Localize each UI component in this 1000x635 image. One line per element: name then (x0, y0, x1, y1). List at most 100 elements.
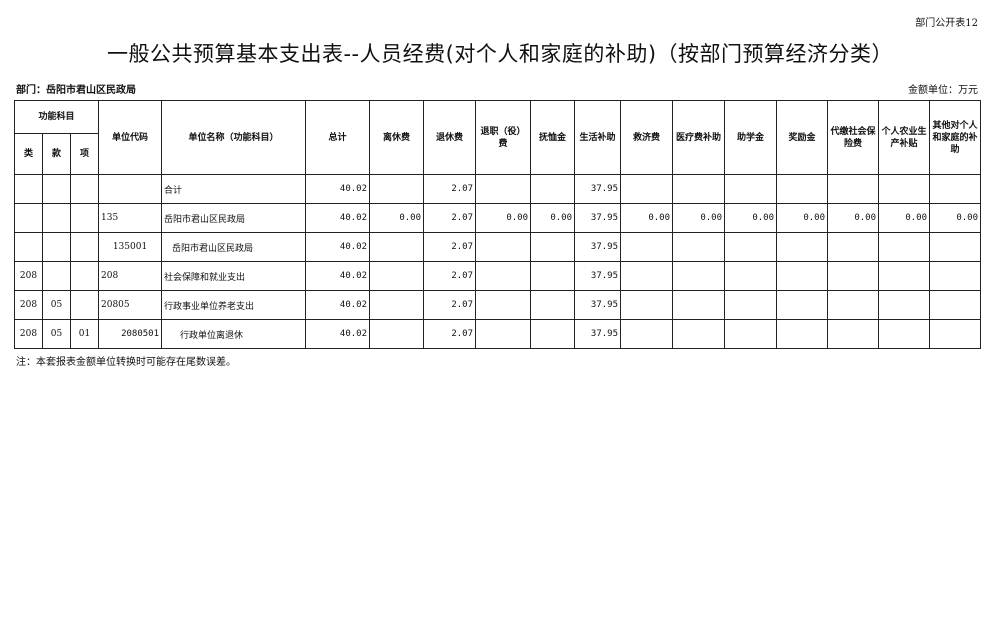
cell-value (620, 319, 673, 349)
header-lei: 类 (14, 133, 43, 175)
cell-value (369, 261, 424, 291)
cell-value: 0.00 (929, 203, 981, 233)
cell-xiang (70, 232, 99, 262)
cell-name: 合计 (161, 174, 306, 204)
cell-value (620, 290, 673, 320)
header-name: 单位名称（功能科目） (161, 100, 306, 175)
cell-value: 40.02 (305, 174, 370, 204)
cell-kuan (42, 174, 71, 204)
cell-value (369, 174, 424, 204)
cell-value (724, 319, 777, 349)
cell-value: 0.00 (475, 203, 531, 233)
cell-value: 0.00 (724, 203, 777, 233)
cell-value (827, 232, 879, 262)
cell-value (878, 174, 930, 204)
unit-label: 金额单位：万元 (908, 85, 978, 96)
header-col: 退职（役）费 (475, 100, 531, 175)
header-function-group: 功能科目 (14, 100, 99, 134)
table-row: 208 05 20805 行政事业单位养老支出 40.02 2.07 37.95 (14, 290, 981, 320)
cell-kuan (42, 203, 71, 233)
cell-value (530, 319, 575, 349)
cell-value (929, 261, 981, 291)
cell-value (369, 290, 424, 320)
table-row: 135001 岳阳市君山区民政局 40.02 2.07 37.95 (14, 232, 981, 262)
table-row: 208 208 社会保障和就业支出 40.02 2.07 37.95 (14, 261, 981, 291)
cell-value (475, 232, 531, 262)
cell-value (929, 290, 981, 320)
cell-value: 40.02 (305, 203, 370, 233)
cell-value (929, 232, 981, 262)
cell-value (724, 232, 777, 262)
cell-value: 0.00 (530, 203, 575, 233)
cell-kuan (42, 232, 71, 262)
cell-lei (14, 203, 43, 233)
cell-value: 40.02 (305, 261, 370, 291)
cell-xiang (70, 203, 99, 233)
header-col: 奖励金 (776, 100, 828, 175)
cell-value (369, 319, 424, 349)
cell-xiang: 01 (70, 319, 99, 349)
header-col: 个人农业生产补贴 (878, 100, 930, 175)
cell-code: 2080501 (98, 319, 162, 349)
department-label: 部门：岳阳市君山区民政局 (16, 85, 136, 96)
cell-value (776, 261, 828, 291)
cell-value (724, 290, 777, 320)
cell-value (672, 232, 725, 262)
cell-value (827, 319, 879, 349)
cell-value (827, 174, 879, 204)
header-xiang: 项 (70, 133, 99, 175)
cell-value (475, 290, 531, 320)
cell-value (776, 290, 828, 320)
cell-xiang (70, 290, 99, 320)
form-tag: 部门公开表12 (915, 18, 978, 29)
cell-value (878, 232, 930, 262)
cell-value (475, 319, 531, 349)
cell-code: 20805 (98, 290, 162, 320)
header-col: 生活补助 (574, 100, 621, 175)
cell-kuan: 05 (42, 290, 71, 320)
cell-value (672, 174, 725, 204)
cell-value (475, 174, 531, 204)
cell-value: 0.00 (620, 203, 673, 233)
cell-value: 37.95 (574, 203, 621, 233)
header-col: 离休费 (369, 100, 424, 175)
cell-value (475, 261, 531, 291)
cell-code: 135 (98, 203, 162, 233)
header-col: 救济费 (620, 100, 673, 175)
cell-value (878, 261, 930, 291)
header-col: 抚恤金 (530, 100, 575, 175)
header-col: 其他对个人和家庭的补助 (929, 100, 981, 175)
cell-value (776, 174, 828, 204)
cell-code: 135001 (98, 232, 162, 262)
cell-value (369, 232, 424, 262)
cell-value (530, 174, 575, 204)
table-row: 208 05 01 2080501 行政单位离退休 40.02 2.07 37.95 (14, 319, 981, 349)
cell-value: 37.95 (574, 232, 621, 262)
cell-value: 0.00 (776, 203, 828, 233)
cell-lei: 208 (14, 261, 43, 291)
header-kuan: 款 (42, 133, 71, 175)
cell-value (672, 261, 725, 291)
cell-value (672, 290, 725, 320)
cell-value: 40.02 (305, 290, 370, 320)
cell-name: 岳阳市君山区民政局 (161, 232, 306, 262)
cell-value (929, 319, 981, 349)
cell-value: 37.95 (574, 319, 621, 349)
cell-value: 2.07 (423, 319, 476, 349)
cell-value (724, 174, 777, 204)
cell-value: 0.00 (878, 203, 930, 233)
header-code: 单位代码 (98, 100, 162, 175)
header-col: 医疗费补助 (672, 100, 725, 175)
header-col: 代缴社会保险费 (827, 100, 879, 175)
header-col: 总计 (305, 100, 370, 175)
cell-xiang (70, 261, 99, 291)
cell-value: 2.07 (423, 174, 476, 204)
header-col: 助学金 (724, 100, 777, 175)
cell-value (776, 319, 828, 349)
cell-value (620, 261, 673, 291)
cell-value (878, 319, 930, 349)
cell-lei (14, 174, 43, 204)
cell-xiang (70, 174, 99, 204)
cell-value (672, 319, 725, 349)
cell-value (878, 290, 930, 320)
